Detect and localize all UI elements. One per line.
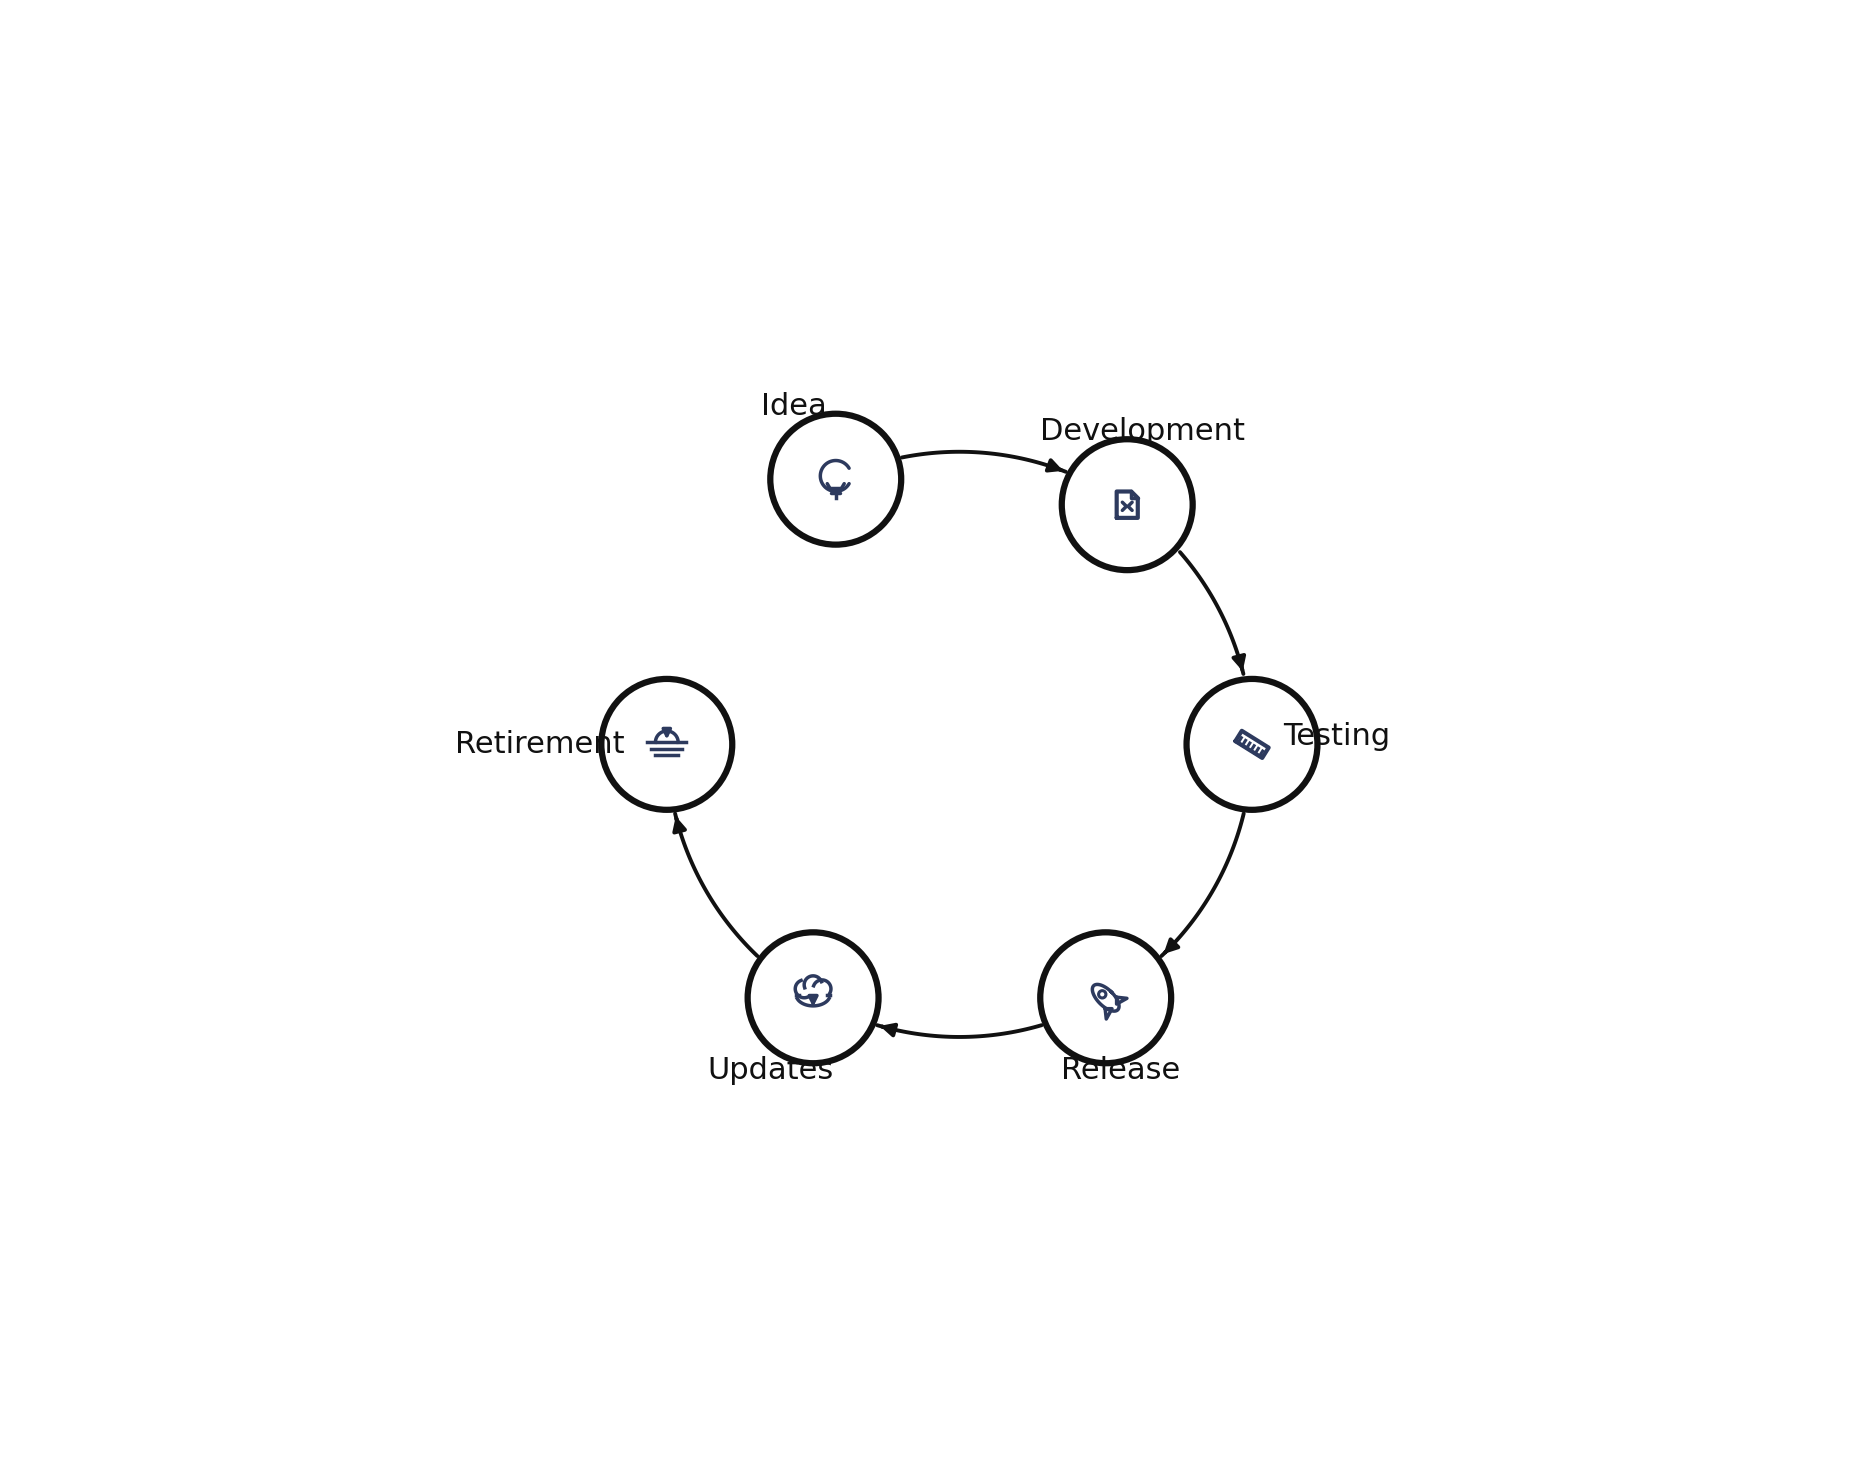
Text: Development: Development — [1041, 417, 1245, 447]
Text: Updates: Updates — [708, 1057, 833, 1085]
Circle shape — [1041, 933, 1172, 1063]
Circle shape — [769, 414, 900, 544]
Circle shape — [1187, 680, 1318, 809]
Circle shape — [1061, 439, 1192, 570]
Text: Idea: Idea — [760, 392, 826, 420]
Circle shape — [601, 680, 732, 809]
Circle shape — [747, 933, 878, 1063]
Text: Release: Release — [1061, 1057, 1181, 1085]
Text: Testing: Testing — [1282, 722, 1391, 752]
Text: Retirement: Retirement — [455, 730, 625, 759]
